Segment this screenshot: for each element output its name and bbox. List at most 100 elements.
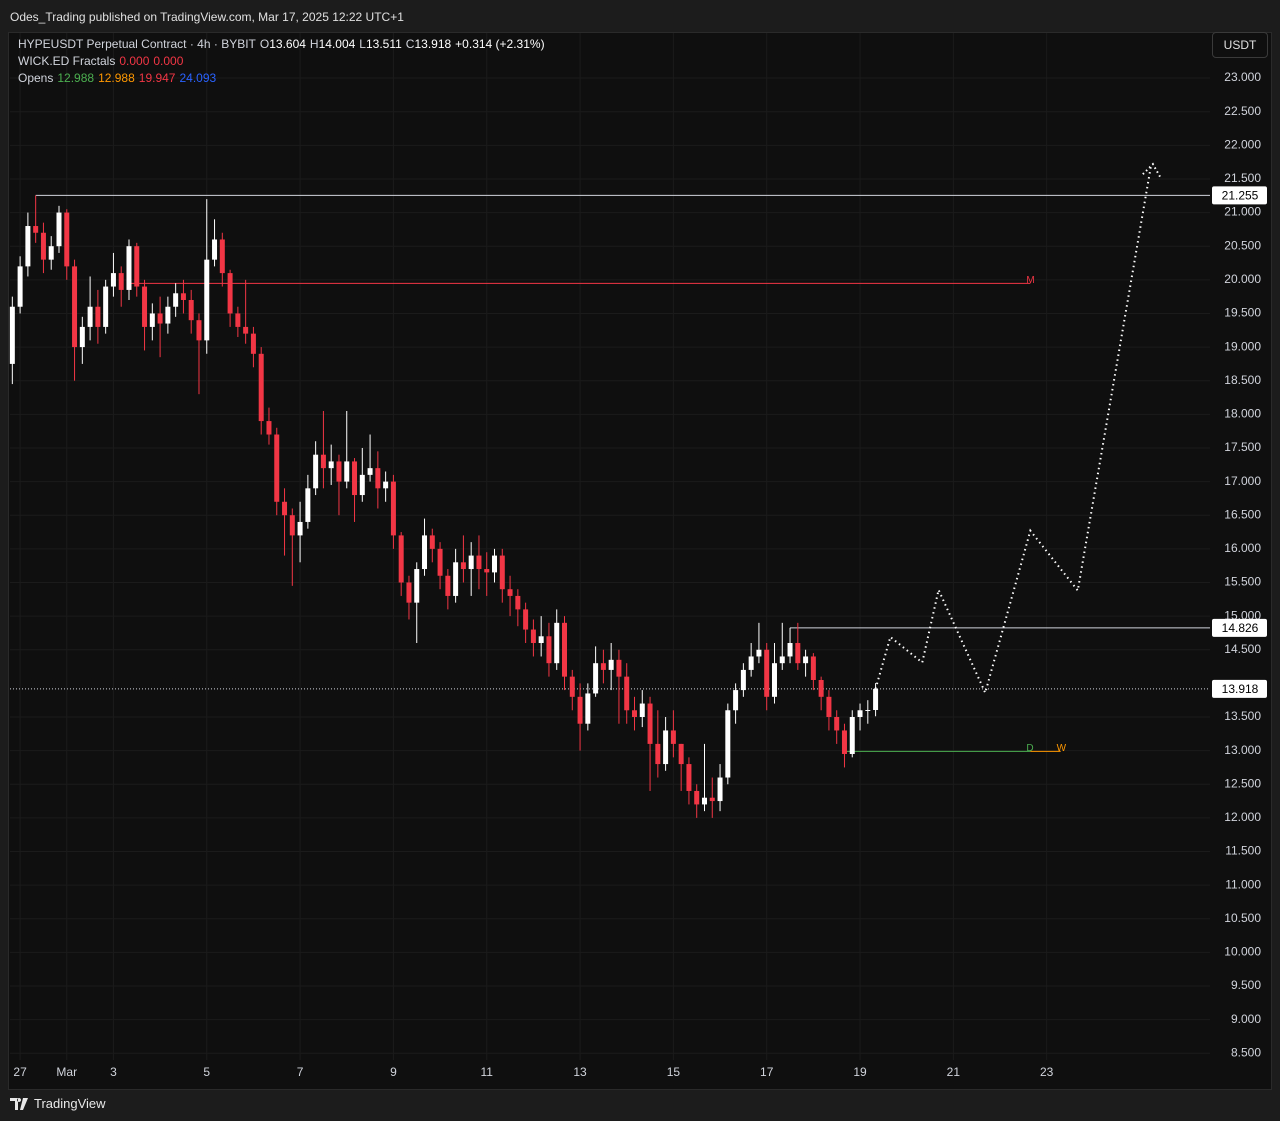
candle-body bbox=[157, 313, 163, 324]
price-tag-bg bbox=[1212, 679, 1267, 698]
candle-body bbox=[196, 320, 202, 341]
y-tick-label: 23.000 bbox=[1224, 70, 1261, 84]
candle-body bbox=[95, 306, 101, 327]
candle-body bbox=[173, 293, 179, 307]
candle-body bbox=[865, 709, 871, 711]
candle-body bbox=[453, 562, 459, 596]
symbol: HYPEUSDT Perpetual Contract · 4h · BYBIT bbox=[18, 37, 256, 51]
candle-body bbox=[204, 259, 210, 341]
candle-body bbox=[756, 649, 762, 657]
currency-button[interactable]: USDT bbox=[1212, 32, 1268, 58]
candle-body bbox=[631, 710, 637, 717]
candle-body bbox=[118, 273, 124, 290]
candle-body bbox=[406, 582, 412, 603]
y-tick-label: 15.000 bbox=[1224, 608, 1261, 622]
y-tick-label: 16.000 bbox=[1224, 541, 1261, 555]
candle-body bbox=[647, 703, 653, 744]
publisher-bar: Odes_Trading published on TradingView.co… bbox=[10, 10, 404, 24]
candle-body bbox=[826, 696, 832, 717]
candle-body bbox=[818, 680, 824, 697]
candle-body bbox=[142, 286, 148, 327]
candle-body bbox=[678, 743, 684, 765]
legend-indicator-row: WICK.ED Fractals 0.000 0.000 bbox=[18, 53, 549, 70]
y-tick-label: 13.500 bbox=[1224, 709, 1261, 723]
candle-body bbox=[219, 239, 225, 274]
candle-body bbox=[305, 488, 311, 522]
candle-body bbox=[538, 636, 544, 644]
candle-body bbox=[554, 622, 560, 664]
candle-body bbox=[655, 743, 661, 765]
candle-body bbox=[282, 501, 288, 516]
candle-body bbox=[725, 710, 731, 778]
candle-body bbox=[274, 434, 280, 502]
candle-body bbox=[313, 454, 319, 489]
y-tick-label: 12.500 bbox=[1224, 776, 1261, 790]
candle-body bbox=[188, 300, 194, 321]
price-tag-label: 21.255 bbox=[1222, 189, 1259, 203]
candle-body bbox=[320, 454, 326, 469]
y-tick-label: 17.500 bbox=[1224, 440, 1261, 454]
candle-body bbox=[344, 461, 350, 482]
y-tick-label: 22.000 bbox=[1224, 137, 1261, 151]
candle-body bbox=[134, 246, 140, 287]
candle-body bbox=[375, 468, 381, 489]
candle-body bbox=[779, 656, 785, 664]
candle-body bbox=[243, 326, 249, 334]
x-tick-label: 15 bbox=[667, 1065, 681, 1079]
candle-body bbox=[56, 212, 62, 247]
y-tick-label: 15.500 bbox=[1224, 575, 1261, 589]
candle-body bbox=[25, 226, 31, 267]
footer: TradingView bbox=[10, 1094, 106, 1114]
price-tag-label: 13.918 bbox=[1222, 682, 1259, 696]
candle-body bbox=[608, 659, 614, 670]
y-tick-label: 9.500 bbox=[1231, 978, 1261, 992]
ohlc-label: H bbox=[309, 37, 319, 51]
candle-body bbox=[787, 643, 793, 657]
candle-body bbox=[180, 293, 186, 301]
y-tick-label: 13.000 bbox=[1224, 743, 1261, 757]
candle-body bbox=[9, 306, 15, 364]
candle-body bbox=[64, 212, 70, 267]
x-tick-label: 3 bbox=[110, 1065, 117, 1079]
candle-body bbox=[476, 555, 482, 570]
candle-body bbox=[352, 461, 358, 496]
candle-body bbox=[515, 595, 521, 610]
y-tick-label: 21.000 bbox=[1224, 205, 1261, 219]
ohlc-value: 13.918 bbox=[414, 37, 452, 51]
candle-body bbox=[266, 421, 272, 435]
y-tick-label: 8.500 bbox=[1231, 1045, 1261, 1059]
candle-body bbox=[523, 609, 529, 630]
candle-body bbox=[227, 273, 233, 314]
ohlc-value: 13.604 bbox=[269, 37, 306, 51]
candle-body bbox=[17, 266, 23, 307]
candle-body bbox=[414, 569, 420, 603]
y-tick-label: 10.000 bbox=[1224, 945, 1261, 959]
candle-body bbox=[103, 286, 109, 327]
y-tick-label: 17.000 bbox=[1224, 474, 1261, 488]
candle-body bbox=[530, 629, 536, 644]
y-tick-label: 12.000 bbox=[1224, 810, 1261, 824]
candle-body bbox=[48, 246, 54, 260]
candle-body bbox=[297, 521, 303, 536]
candle-body bbox=[258, 353, 264, 422]
indicator-value: 19.947 bbox=[138, 71, 176, 85]
candle-body bbox=[212, 239, 218, 260]
candle-body bbox=[771, 663, 777, 697]
x-tick-label: 11 bbox=[480, 1065, 493, 1079]
candle-body bbox=[235, 313, 241, 327]
candle-body bbox=[577, 696, 583, 724]
candle-body bbox=[834, 716, 840, 731]
y-tick-label: 19.000 bbox=[1224, 339, 1261, 353]
candle-body bbox=[663, 730, 669, 765]
y-tick-label: 20.000 bbox=[1224, 272, 1261, 286]
indicator-value: 12.988 bbox=[57, 71, 95, 85]
brand: TradingView bbox=[34, 1096, 106, 1111]
candle-body bbox=[250, 333, 256, 354]
y-tick-label: 18.000 bbox=[1224, 407, 1261, 421]
candle-body bbox=[748, 656, 754, 670]
x-tick-label: 9 bbox=[390, 1065, 397, 1079]
indicator-value: 0.000 bbox=[119, 54, 150, 68]
y-tick-label: 16.500 bbox=[1224, 507, 1261, 521]
candle-body bbox=[701, 797, 707, 805]
